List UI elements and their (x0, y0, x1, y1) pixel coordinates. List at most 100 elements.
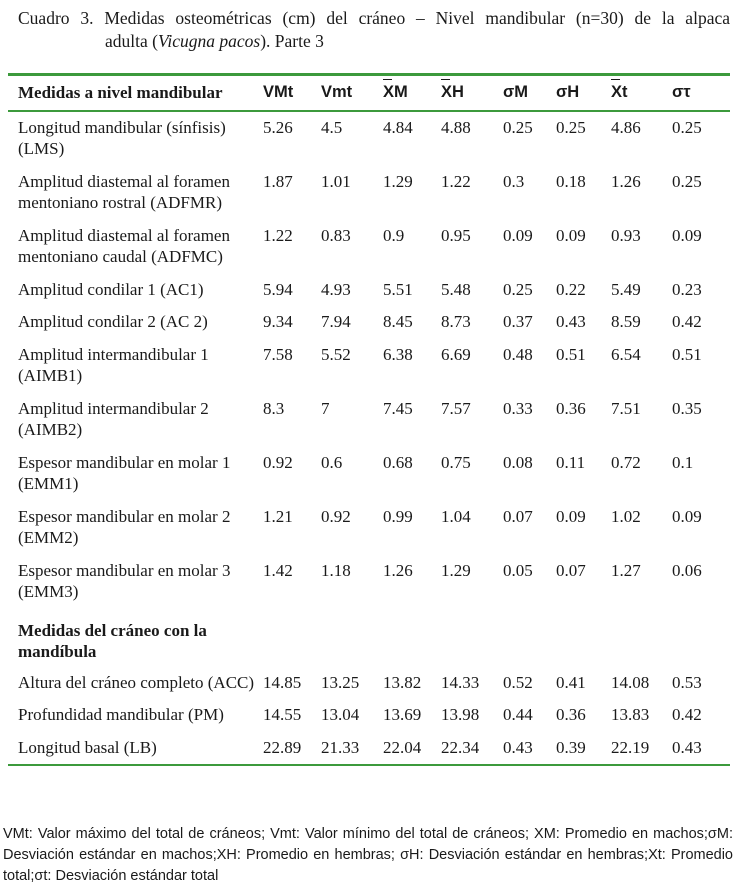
cell-value: 0.23 (672, 279, 702, 299)
cell-value: 1.21 (263, 506, 293, 526)
cell-value: 1.18 (321, 560, 351, 580)
species-name: Vicugna pacos (157, 31, 261, 51)
cell-value: 1.26 (611, 171, 641, 191)
cell-value: 0.25 (503, 117, 533, 137)
table-caption: Cuadro 3. Medidas osteométricas (cm) del… (18, 7, 730, 53)
header-mean-female: XH (441, 76, 503, 111)
row-label: Longitud basal (LB) (18, 737, 157, 757)
cell-value: 0.9 (383, 225, 405, 245)
cell-value: 0.18 (556, 171, 586, 191)
table-row: Amplitud condilar 2 (AC 2) 9.34 7.94 8.45 8.… (8, 306, 730, 339)
table-row: Amplitud diastemal al foramen mentoniano… (8, 220, 730, 274)
cell-value: 5.48 (441, 279, 471, 299)
caption-suffix: ). Parte 3 (260, 31, 324, 51)
cell-value: 0.33 (503, 398, 533, 418)
cell-value: 1.01 (321, 171, 351, 191)
cell-value: 1.29 (383, 171, 413, 191)
row-label: Espesor mandibular en molar 3 (EMM3) (18, 560, 231, 602)
cell-value: 14.08 (611, 672, 650, 692)
cell-value: 0.09 (556, 506, 586, 526)
cell-value: 0.1 (672, 452, 694, 472)
cell-value: 14.33 (441, 672, 480, 692)
cell-value: 13.82 (383, 672, 422, 692)
cell-value: 1.87 (263, 171, 293, 191)
table-row: Longitud mandibular (sínfisis) (LMS) 5.26… (8, 111, 730, 166)
cell-value: 0.25 (672, 171, 702, 191)
cell-value: 0.08 (503, 452, 533, 472)
table-row: Altura del cráneo completo (ACC) 14.85 13.… (8, 667, 730, 700)
row-label: Altura del cráneo completo (ACC) (18, 672, 255, 692)
cell-value: 4.86 (611, 117, 641, 137)
cell-value: 0.68 (383, 452, 413, 472)
cell-value: 0.05 (503, 560, 533, 580)
cell-value: 5.26 (263, 117, 293, 137)
cell-value: 1.22 (263, 225, 293, 245)
cell-value: 7 (321, 398, 330, 418)
cell-value: 9.34 (263, 312, 293, 331)
cell-value: 5.94 (263, 279, 293, 299)
cell-value: 6.69 (441, 344, 471, 364)
cell-value: 0.36 (556, 398, 586, 418)
cell-value: 0.83 (321, 225, 351, 245)
row-label: Longitud mandibular (sínfisis) (LMS) (18, 117, 226, 159)
table-bottom-rule (8, 764, 730, 766)
table-row: Espesor mandibular en molar 3 (EMM3) 1.42… (8, 555, 730, 609)
cell-value: 14.55 (263, 705, 302, 724)
cell-value: 8.45 (383, 312, 413, 331)
cell-value: 8.73 (441, 312, 471, 331)
cell-value: 4.93 (321, 279, 351, 299)
cell-value: 13.04 (321, 705, 360, 724)
cell-value: 8.59 (611, 312, 641, 331)
measurements-table: Medidas a nivel mandibular VMt Vmt XM XH… (8, 76, 730, 764)
cell-value: 0.36 (556, 705, 586, 724)
cell-value: 0.95 (441, 225, 471, 245)
cell-value: 0.43 (556, 312, 586, 331)
cell-value: 0.52 (503, 672, 533, 692)
cell-value: 0.43 (672, 737, 702, 757)
cell-value: 0.07 (556, 560, 586, 580)
cell-value: 0.48 (503, 344, 533, 364)
cell-value: 13.83 (611, 705, 650, 724)
cell-value: 0.6 (321, 452, 343, 472)
row-label: Amplitud diastemal al foramen mentoniano… (18, 171, 230, 213)
header-sd-male: σM (503, 83, 529, 101)
cell-value: 1.29 (441, 560, 471, 580)
cell-value: 7.51 (611, 398, 641, 418)
cell-value: 6.38 (383, 344, 413, 364)
cell-value: 1.27 (611, 560, 641, 580)
cell-value: 7.58 (263, 344, 293, 364)
cell-value: 0.37 (503, 312, 533, 331)
row-label: Amplitud condilar 2 (AC 2) (18, 312, 208, 331)
cell-value: 13.98 (441, 705, 480, 724)
cell-value: 0.43 (503, 737, 533, 757)
header-sd-female: σH (556, 83, 580, 101)
table-footnote: VMt: Valor máximo del total de cráneos; … (3, 826, 733, 884)
cell-value: 22.04 (383, 737, 422, 757)
cell-value: 4.5 (321, 117, 343, 137)
cell-value: 0.51 (672, 344, 702, 364)
cell-value: 8.3 (263, 398, 285, 418)
cell-value: 0.51 (556, 344, 586, 364)
cell-value: 0.72 (611, 452, 641, 472)
cell-value: 6.54 (611, 344, 641, 364)
cell-value: 0.22 (556, 279, 586, 299)
table-row: Amplitud intermandibular 2 (AIMB2) 8.3 7 7.… (8, 393, 730, 447)
row-label: Amplitud intermandibular 2 (AIMB2) (18, 398, 209, 440)
cell-value: 7.94 (321, 312, 351, 331)
table-row: Amplitud diastemal al foramen mentoniano… (8, 166, 730, 220)
cell-value: 0.25 (556, 117, 586, 137)
cell-value: 1.02 (611, 506, 641, 526)
header-mean-male: XM (383, 76, 441, 111)
caption-line-2: adulta (Vicugna pacos). Parte 3 (18, 30, 730, 53)
caption-line-1: Cuadro 3. Medidas osteométricas (cm) del… (18, 8, 730, 28)
table-row: Profundidad mandibular (PM) 14.55 13.04 13.… (8, 699, 730, 732)
row-label: Amplitud condilar 1 (AC1) (18, 279, 204, 299)
cell-value: 0.39 (556, 737, 586, 757)
cell-value: 0.06 (672, 560, 702, 580)
cell-value: 0.07 (503, 506, 533, 526)
cell-value: 0.93 (611, 225, 641, 245)
cell-value: 0.25 (672, 117, 702, 137)
table-row: Longitud basal (LB) 22.89 21.33 22.04 22.34 0… (8, 732, 730, 765)
cell-value: 22.89 (263, 737, 302, 757)
cell-value: 0.53 (672, 672, 702, 692)
